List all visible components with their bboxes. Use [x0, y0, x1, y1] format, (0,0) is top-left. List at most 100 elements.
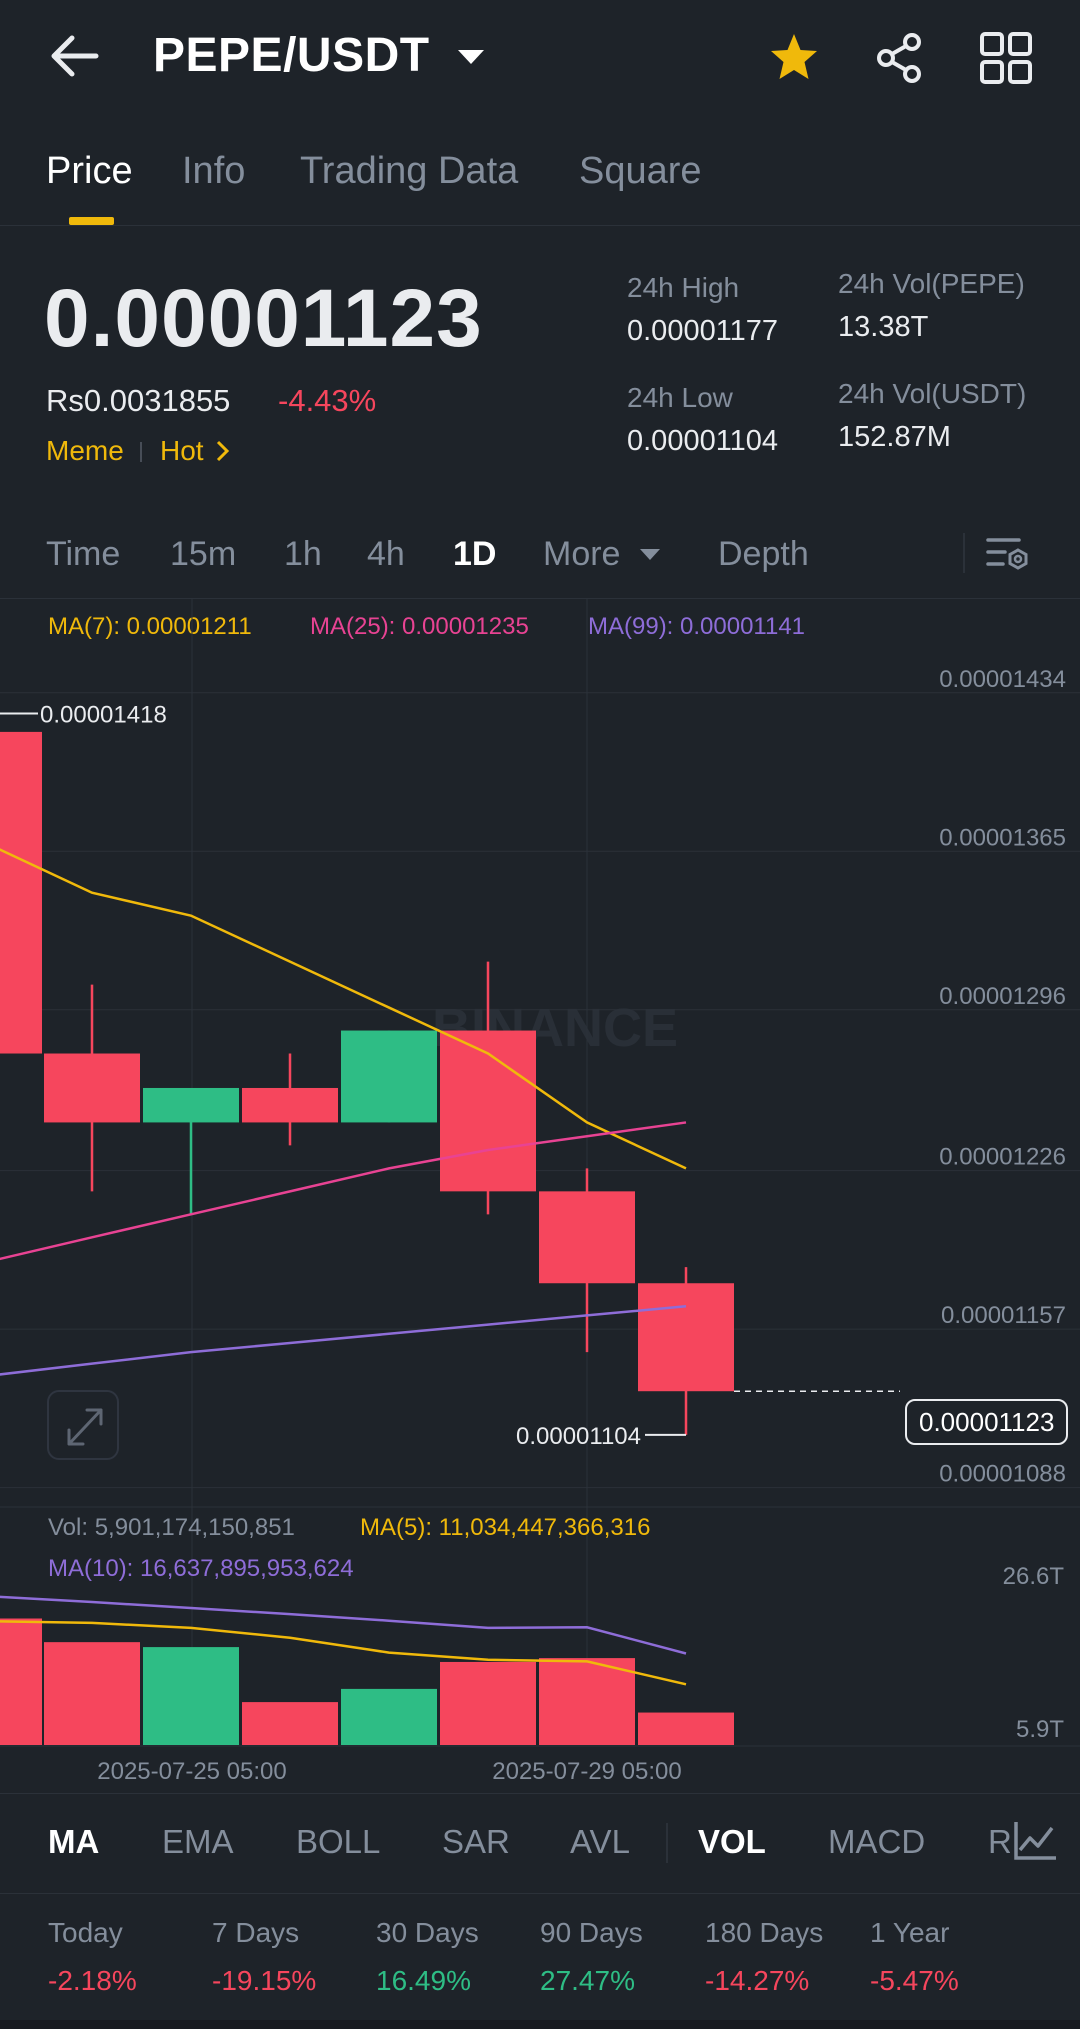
active-tab-indicator [69, 217, 114, 225]
ma99-legend: MA(99): 0.00001141 [588, 613, 806, 640]
indicator-avl[interactable]: AVL [570, 1823, 630, 1860]
indicator-boll[interactable]: BOLL [296, 1823, 381, 1860]
performance-label: Today [48, 1917, 123, 1948]
volume-bar [0, 1618, 42, 1745]
volume-bar [638, 1712, 734, 1745]
volume-axis-tick: 26.6T [1003, 1563, 1065, 1590]
x-axis-label: 2025-07-25 05:00 [97, 1758, 287, 1785]
stat-24h-vol-quote-value: 152.87M [838, 421, 951, 453]
candle-body [0, 731, 42, 1054]
indicator-macd[interactable]: MACD [828, 1823, 926, 1860]
price-axis-tick: 0.00001365 [939, 824, 1066, 851]
stat-24h-vol-quote-label: 24h Vol(USDT) [838, 378, 1027, 409]
candle-body [440, 1030, 536, 1192]
low-marker-label: 0.00001104 [516, 1423, 641, 1450]
indicator-bottom-divider [0, 1893, 1080, 1894]
tag-meme[interactable]: Meme [46, 435, 124, 466]
tab-square[interactable]: Square [579, 150, 702, 192]
volume-ma10-line [0, 1595, 687, 1655]
indicator-divider [666, 1823, 668, 1863]
share-icon[interactable] [872, 30, 928, 86]
ma25-legend: MA(25): 0.00001235 [310, 613, 529, 640]
stat-24h-high-label: 24h High [627, 272, 740, 303]
indicator-settings-icon[interactable] [1010, 1818, 1060, 1864]
volume-bar [539, 1658, 635, 1745]
expand-chart-button[interactable] [47, 1390, 119, 1460]
candle-body [341, 1030, 437, 1123]
interval-time[interactable]: Time [46, 535, 121, 573]
ma7-legend: MA(7): 0.00001211 [48, 613, 252, 640]
interval-15m[interactable]: 15m [170, 535, 237, 573]
expand-icon [67, 1408, 103, 1446]
candle-body [242, 1087, 338, 1123]
tab-trading-data[interactable]: Trading Data [300, 150, 519, 192]
performance-value: -2.18% [48, 1965, 137, 1996]
x-axis-label: 2025-07-29 05:00 [492, 1758, 682, 1785]
ma7-line [0, 848, 687, 1170]
performance-value: -5.47% [870, 1965, 959, 1996]
volume-ma5-legend: MA(5): 11,034,447,366,316 [360, 1514, 651, 1541]
interval-1d[interactable]: 1D [453, 535, 497, 573]
price-axis-tick: 0.00001226 [939, 1144, 1066, 1171]
volume-bar [341, 1688, 437, 1745]
chevron-right-icon [217, 440, 230, 462]
ma99-line [0, 1304, 687, 1376]
interval-1h[interactable]: 1h [284, 535, 322, 573]
stat-24h-vol-base-value: 13.38T [838, 311, 929, 343]
performance-value: 27.47% [540, 1965, 635, 1996]
indicator-ema[interactable]: EMA [162, 1823, 234, 1860]
chart-top-divider [0, 598, 1080, 599]
performance-label: 7 Days [212, 1917, 300, 1948]
volume-legend: Vol: 5,901,174,150,851 [48, 1514, 295, 1541]
interval-4h[interactable]: 4h [367, 535, 405, 573]
price-change-percent: -4.43% [278, 383, 377, 418]
star-icon[interactable] [766, 30, 822, 86]
candle-body [539, 1191, 635, 1284]
trading-pair-title[interactable]: PEPE/USDT [153, 29, 430, 82]
indicator-sar[interactable]: SAR [442, 1823, 510, 1860]
interval-depth[interactable]: Depth [718, 535, 809, 573]
volume-ma10-legend: MA(10): 16,637,895,953,624 [48, 1555, 354, 1582]
tag-divider [140, 442, 142, 462]
performance-label: 1 Year [870, 1917, 950, 1948]
candle-body [143, 1087, 239, 1123]
tab-price[interactable]: Price [46, 150, 133, 192]
chart-settings-icon[interactable] [985, 530, 1031, 576]
volume-axis-tick: 5.9T [1016, 1716, 1064, 1743]
stat-24h-low-label: 24h Low [627, 382, 733, 413]
fiat-price: Rs0.0031855 [46, 383, 231, 418]
indicator-top-divider [0, 1793, 1080, 1794]
main-tabs: Price Info Trading Data Square [0, 130, 1080, 226]
back-arrow-icon[interactable] [48, 34, 100, 78]
tag-hot[interactable]: Hot [160, 435, 231, 467]
stat-24h-vol-base-label: 24h Vol(PEPE) [838, 268, 1025, 299]
indicator-rsi[interactable]: R [988, 1823, 1012, 1860]
volume-bar [440, 1661, 536, 1745]
tab-info[interactable]: Info [182, 150, 246, 192]
app-header: PEPE/USDT [0, 0, 1080, 115]
price-axis-tick: 0.00001157 [941, 1302, 1066, 1329]
candle-body [638, 1283, 734, 1392]
indicator-vol[interactable]: VOL [698, 1823, 766, 1860]
performance-value: -14.27% [705, 1965, 810, 1996]
bottom-edge [0, 2020, 1080, 2029]
performance-label: 30 Days [376, 1917, 479, 1948]
performance-value: -19.15% [212, 1965, 317, 1996]
volume-bar [143, 1647, 239, 1745]
ma25-line [0, 1121, 687, 1261]
stat-24h-high-value: 0.00001177 [627, 315, 779, 347]
price-chart[interactable]: 0.00001434 0.00001365 0.00001296 0.00001226… [0, 599, 1080, 1789]
interval-divider [963, 533, 965, 573]
price-axis-tick: 0.00001434 [939, 666, 1066, 693]
grid-icon[interactable] [978, 30, 1034, 86]
volume-bar [44, 1642, 140, 1745]
high-marker-label: 0.00001418 [40, 702, 167, 729]
performance-value: 16.49% [376, 1965, 471, 1996]
current-price-label: 0.00001123 [905, 1399, 1069, 1445]
stat-24h-low-value: 0.00001104 [627, 425, 779, 457]
interval-more[interactable]: More [543, 535, 621, 573]
indicator-ma[interactable]: MA [48, 1823, 100, 1860]
caret-down-icon[interactable] [640, 549, 660, 560]
caret-down-icon[interactable] [458, 50, 484, 64]
volume-bar [242, 1702, 338, 1745]
